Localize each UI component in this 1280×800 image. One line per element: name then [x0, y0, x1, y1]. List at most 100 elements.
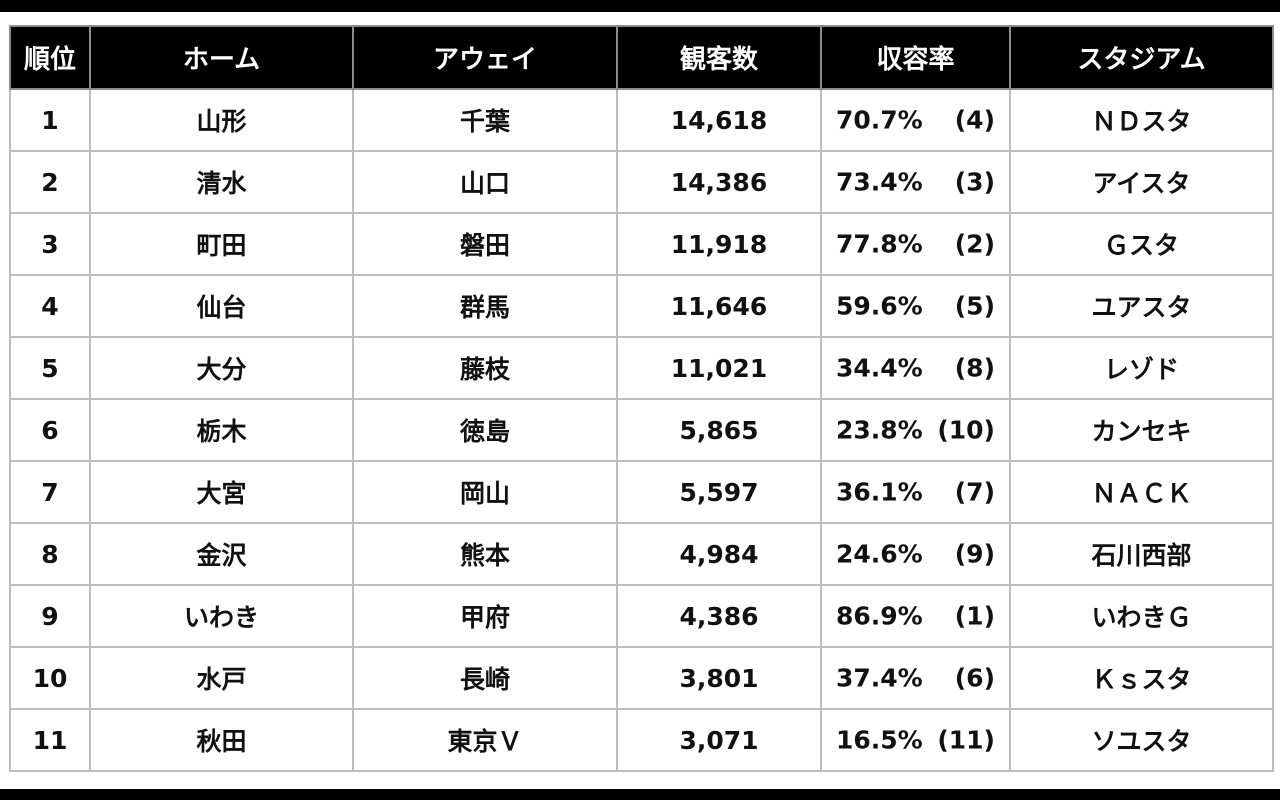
cell-rank: 6 [9, 398, 91, 462]
cell-home: 栃木 [89, 398, 354, 462]
capacity-rate-percent: 77.8% [836, 229, 923, 259]
table-row: 7 大宮 岡山 5,597 36.1% (7) ＮＡＣＫ [9, 460, 1274, 524]
cell-stadium: レゾド [1009, 336, 1274, 400]
cell-rank: 3 [9, 212, 91, 276]
cell-away: 甲府 [352, 584, 618, 648]
cell-attendance: 4,984 [616, 522, 822, 586]
cell-rank: 10 [9, 646, 91, 710]
cell-home: いわき [89, 584, 354, 648]
cell-home: 山形 [89, 88, 354, 152]
capacity-rate-percent: 86.9% [836, 601, 923, 631]
table-header: 順位 ホーム アウェイ 観客数 収容率 スタジアム [9, 25, 1274, 90]
cell-capacity-rate: 59.6% (5) [820, 274, 1011, 338]
cell-home: 大分 [89, 336, 354, 400]
capacity-rate-rank: (2) [954, 229, 995, 259]
header-capacity-rate: 収容率 [820, 25, 1011, 90]
cell-capacity-rate: 34.4% (8) [820, 336, 1011, 400]
cell-away: 山口 [352, 150, 618, 214]
cell-away: 東京Ｖ [352, 708, 618, 772]
header-attendance: 観客数 [616, 25, 822, 90]
header-home: ホーム [89, 25, 354, 90]
cell-capacity-rate: 73.4% (3) [820, 150, 1011, 214]
cell-rank: 11 [9, 708, 91, 772]
cell-stadium: いわきＧ [1009, 584, 1274, 648]
cell-stadium: Ｋｓスタ [1009, 646, 1274, 710]
cell-stadium: アイスタ [1009, 150, 1274, 214]
cell-attendance: 5,865 [616, 398, 822, 462]
cell-stadium: カンセキ [1009, 398, 1274, 462]
cell-capacity-rate: 70.7% (4) [820, 88, 1011, 152]
cell-capacity-rate: 77.8% (2) [820, 212, 1011, 276]
cell-stadium: ＮＤスタ [1009, 88, 1274, 152]
table-row: 11 秋田 東京Ｖ 3,071 16.5% (11) ソユスタ [9, 708, 1274, 772]
capacity-rate-rank: (3) [954, 167, 995, 197]
cell-home: 秋田 [89, 708, 354, 772]
cell-attendance: 11,021 [616, 336, 822, 400]
cell-home: 金沢 [89, 522, 354, 586]
table-row: 8 金沢 熊本 4,984 24.6% (9) 石川西部 [9, 522, 1274, 586]
cell-away: 熊本 [352, 522, 618, 586]
capacity-rate-percent: 23.8% [836, 415, 923, 445]
cell-stadium: Ｇスタ [1009, 212, 1274, 276]
cell-stadium: ＮＡＣＫ [1009, 460, 1274, 524]
cell-away: 岡山 [352, 460, 618, 524]
capacity-rate-percent: 34.4% [836, 353, 923, 383]
table-row: 3 町田 磐田 11,918 77.8% (2) Ｇスタ [9, 212, 1274, 276]
cell-stadium: 石川西部 [1009, 522, 1274, 586]
cell-capacity-rate: 23.8% (10) [820, 398, 1011, 462]
cell-attendance: 3,071 [616, 708, 822, 772]
cell-rank: 7 [9, 460, 91, 524]
cell-capacity-rate: 86.9% (1) [820, 584, 1011, 648]
table-row: 4 仙台 群馬 11,646 59.6% (5) ユアスタ [9, 274, 1274, 338]
cell-rank: 2 [9, 150, 91, 214]
capacity-rate-percent: 73.4% [836, 167, 923, 197]
header-rank: 順位 [9, 25, 91, 90]
cell-away: 徳島 [352, 398, 618, 462]
capacity-rate-percent: 24.6% [836, 539, 923, 569]
cell-home: 仙台 [89, 274, 354, 338]
capacity-rate-rank: (6) [954, 663, 995, 693]
cell-rank: 9 [9, 584, 91, 648]
cell-rank: 5 [9, 336, 91, 400]
table-body: 1 山形 千葉 14,618 70.7% (4) ＮＤスタ 2 清水 山口 14… [9, 88, 1274, 772]
table-row: 10 水戸 長崎 3,801 37.4% (6) Ｋｓスタ [9, 646, 1274, 710]
cell-rank: 4 [9, 274, 91, 338]
cell-stadium: ユアスタ [1009, 274, 1274, 338]
table-row: 9 いわき 甲府 4,386 86.9% (1) いわきＧ [9, 584, 1274, 648]
cell-rank: 1 [9, 88, 91, 152]
cell-away: 群馬 [352, 274, 618, 338]
bottom-black-bar [0, 789, 1280, 800]
cell-attendance: 14,618 [616, 88, 822, 152]
cell-capacity-rate: 16.5% (11) [820, 708, 1011, 772]
cell-away: 千葉 [352, 88, 618, 152]
header-row: 順位 ホーム アウェイ 観客数 収容率 スタジアム [9, 25, 1274, 90]
capacity-rate-percent: 36.1% [836, 477, 923, 507]
capacity-rate-percent: 16.5% [836, 725, 923, 755]
cell-away: 藤枝 [352, 336, 618, 400]
cell-away: 長崎 [352, 646, 618, 710]
top-black-bar [0, 0, 1280, 12]
table-row: 6 栃木 徳島 5,865 23.8% (10) カンセキ [9, 398, 1274, 462]
cell-capacity-rate: 36.1% (7) [820, 460, 1011, 524]
cell-rank: 8 [9, 522, 91, 586]
capacity-rate-rank: (4) [954, 105, 995, 135]
cell-home: 清水 [89, 150, 354, 214]
cell-attendance: 11,646 [616, 274, 822, 338]
capacity-rate-percent: 37.4% [836, 663, 923, 693]
table-row: 1 山形 千葉 14,618 70.7% (4) ＮＤスタ [9, 88, 1274, 152]
table-row: 5 大分 藤枝 11,021 34.4% (8) レゾド [9, 336, 1274, 400]
attendance-table: 順位 ホーム アウェイ 観客数 収容率 スタジアム 1 山形 千葉 14,618… [9, 25, 1274, 772]
capacity-rate-percent: 59.6% [836, 291, 923, 321]
cell-attendance: 11,918 [616, 212, 822, 276]
cell-attendance: 14,386 [616, 150, 822, 214]
capacity-rate-percent: 70.7% [836, 105, 923, 135]
cell-attendance: 5,597 [616, 460, 822, 524]
capacity-rate-rank: (7) [954, 477, 995, 507]
cell-capacity-rate: 24.6% (9) [820, 522, 1011, 586]
cell-attendance: 4,386 [616, 584, 822, 648]
cell-home: 水戸 [89, 646, 354, 710]
cell-away: 磐田 [352, 212, 618, 276]
capacity-rate-rank: (5) [954, 291, 995, 321]
capacity-rate-rank: (9) [954, 539, 995, 569]
